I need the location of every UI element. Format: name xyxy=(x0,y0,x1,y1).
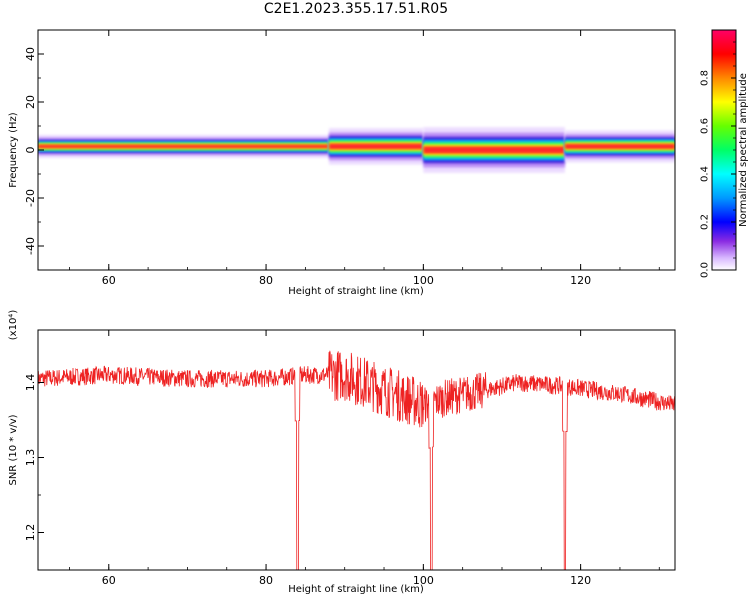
colorbar-gradient xyxy=(712,30,736,270)
chart-title: C2E1.2023.355.17.51.R05 xyxy=(263,1,449,17)
colorbar-tick-label: 0.6 xyxy=(700,118,711,134)
snr-x-label: Height of straight line (km) xyxy=(288,584,424,595)
snr-frame xyxy=(37,329,676,571)
snr-x-tick-label: 120 xyxy=(570,574,591,587)
colorbar-tick-label: 0.2 xyxy=(700,214,711,230)
spectrogram-x-label: Height of straight line (km) xyxy=(288,286,424,297)
snr-x-tick-label: 100 xyxy=(413,574,434,587)
snr-y-tick-label: 1.4 xyxy=(24,374,37,392)
spectrogram-y-tick-label: -20 xyxy=(24,189,37,207)
spectrogram-heatmap xyxy=(38,127,675,173)
snr-y-tick-label: 1.2 xyxy=(24,524,37,542)
colorbar: 0.0 0.2 0.4 0.6 0.8 Normalized spectral ampl… xyxy=(700,29,749,278)
colorbar-label: Normalized spectral amplitude xyxy=(738,73,749,227)
spectrogram-y-label: Frequency (Hz) xyxy=(8,112,19,188)
snr-y-label: SNR (10 * v/v) xyxy=(8,414,19,485)
heatmap-band-2-layer-6 xyxy=(423,146,565,154)
spectrogram-x-tick-label: 100 xyxy=(413,274,434,287)
snr-x-tick-label: 80 xyxy=(259,574,273,587)
spectrogram-y-tick-label: -40 xyxy=(24,237,37,255)
spectrogram-x-tick-label: 120 xyxy=(570,274,591,287)
heatmap-band-1-layer-6 xyxy=(328,143,424,150)
colorbar-tick-label: 0.4 xyxy=(700,166,711,182)
spectrogram-x-tick-label: 80 xyxy=(259,274,273,287)
colorbar-tick-label: 0.8 xyxy=(700,70,711,86)
snr-panel: 60 80 100 120 1.2 1.3 1.4 Height of straight … xyxy=(8,310,676,595)
snr-y-tick-label: 1.3 xyxy=(24,449,37,467)
snr-series-line xyxy=(38,350,675,570)
snr-y-multiplier: (x10⁴) xyxy=(8,310,19,341)
spectrogram-panel: 60 80 100 120 -40 -20 0 20 40 Height of straigh… xyxy=(8,29,676,297)
heatmap-band-0-layer-6 xyxy=(38,144,329,149)
snr-x-tick-label: 60 xyxy=(102,574,116,587)
spectrogram-y-tick-label: 40 xyxy=(24,47,37,61)
spectrogram-x-tick-label: 60 xyxy=(102,274,116,287)
spectrogram-y-tick-label: 20 xyxy=(24,95,37,109)
spectrogram-y-tick-label: 0 xyxy=(24,147,37,154)
colorbar-tick-label: 0.0 xyxy=(700,262,711,278)
heatmap-band-3-layer-6 xyxy=(564,143,675,149)
